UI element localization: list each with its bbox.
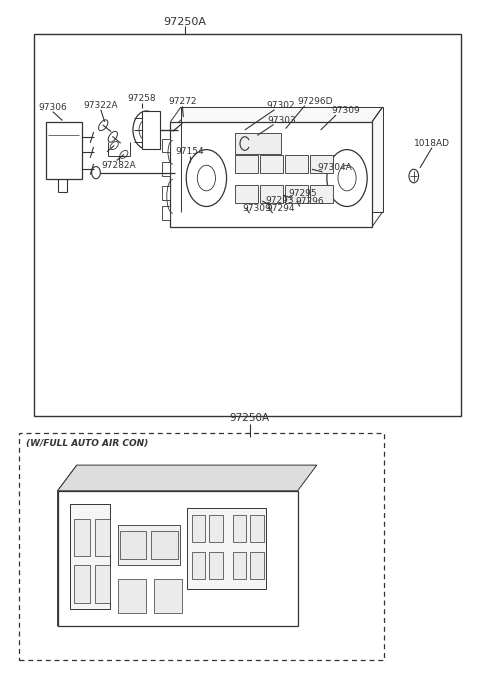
Text: 97309: 97309 <box>242 204 271 213</box>
Text: 97154: 97154 <box>175 147 204 156</box>
Ellipse shape <box>133 111 160 149</box>
Bar <box>162 162 170 176</box>
Text: 97293: 97293 <box>265 196 294 205</box>
Bar <box>34 34 461 416</box>
Bar <box>95 519 110 556</box>
Text: 1018AD: 1018AD <box>414 139 450 148</box>
Text: 97322A: 97322A <box>84 101 118 110</box>
Bar <box>192 552 205 579</box>
Ellipse shape <box>98 120 108 131</box>
Text: 97304A: 97304A <box>318 163 352 172</box>
Polygon shape <box>58 491 298 626</box>
Bar <box>170 122 372 227</box>
Text: (W/FULL AUTO AIR CON): (W/FULL AUTO AIR CON) <box>26 439 149 447</box>
Bar <box>154 579 182 613</box>
Bar <box>310 155 333 173</box>
Bar <box>285 155 308 173</box>
Bar <box>233 552 246 579</box>
Text: 97250A: 97250A <box>163 17 206 27</box>
Bar <box>118 579 146 613</box>
Bar <box>95 565 110 603</box>
Ellipse shape <box>120 150 128 158</box>
Text: 97282A: 97282A <box>101 161 136 170</box>
Text: 97306: 97306 <box>38 103 67 112</box>
Bar <box>181 107 383 212</box>
Bar <box>209 552 223 579</box>
Text: 97250A: 97250A <box>229 413 270 423</box>
Bar <box>118 525 180 565</box>
Bar <box>250 552 264 579</box>
Bar <box>285 185 308 203</box>
Bar <box>151 531 178 559</box>
Text: 97272: 97272 <box>168 97 197 106</box>
Text: 97258: 97258 <box>127 94 156 103</box>
Bar <box>70 504 110 609</box>
Bar <box>235 133 281 154</box>
Ellipse shape <box>108 131 118 142</box>
Bar <box>142 111 160 149</box>
Polygon shape <box>58 465 77 626</box>
Bar <box>74 565 90 603</box>
Bar <box>120 531 146 559</box>
Text: 97302: 97302 <box>266 101 295 110</box>
Ellipse shape <box>178 119 187 127</box>
Text: 97294: 97294 <box>266 204 295 213</box>
Bar <box>260 155 283 173</box>
Bar <box>187 508 266 589</box>
Bar <box>235 185 258 203</box>
Bar <box>250 515 264 542</box>
Text: 97296D: 97296D <box>298 97 333 106</box>
Bar <box>19 433 384 660</box>
Bar <box>235 155 258 173</box>
Ellipse shape <box>139 120 154 140</box>
Bar <box>74 519 90 556</box>
Ellipse shape <box>110 141 118 150</box>
Bar <box>162 206 170 220</box>
Text: 97309: 97309 <box>331 106 360 115</box>
Bar <box>260 185 283 203</box>
Bar <box>233 515 246 542</box>
Bar <box>162 186 170 200</box>
Bar <box>310 185 333 203</box>
Bar <box>209 515 223 542</box>
Polygon shape <box>58 465 317 491</box>
Text: 97296: 97296 <box>295 198 324 206</box>
Bar <box>192 515 205 542</box>
Bar <box>46 122 82 179</box>
Text: 97295: 97295 <box>288 190 317 198</box>
Bar <box>162 139 170 152</box>
Text: 97303: 97303 <box>268 116 297 125</box>
